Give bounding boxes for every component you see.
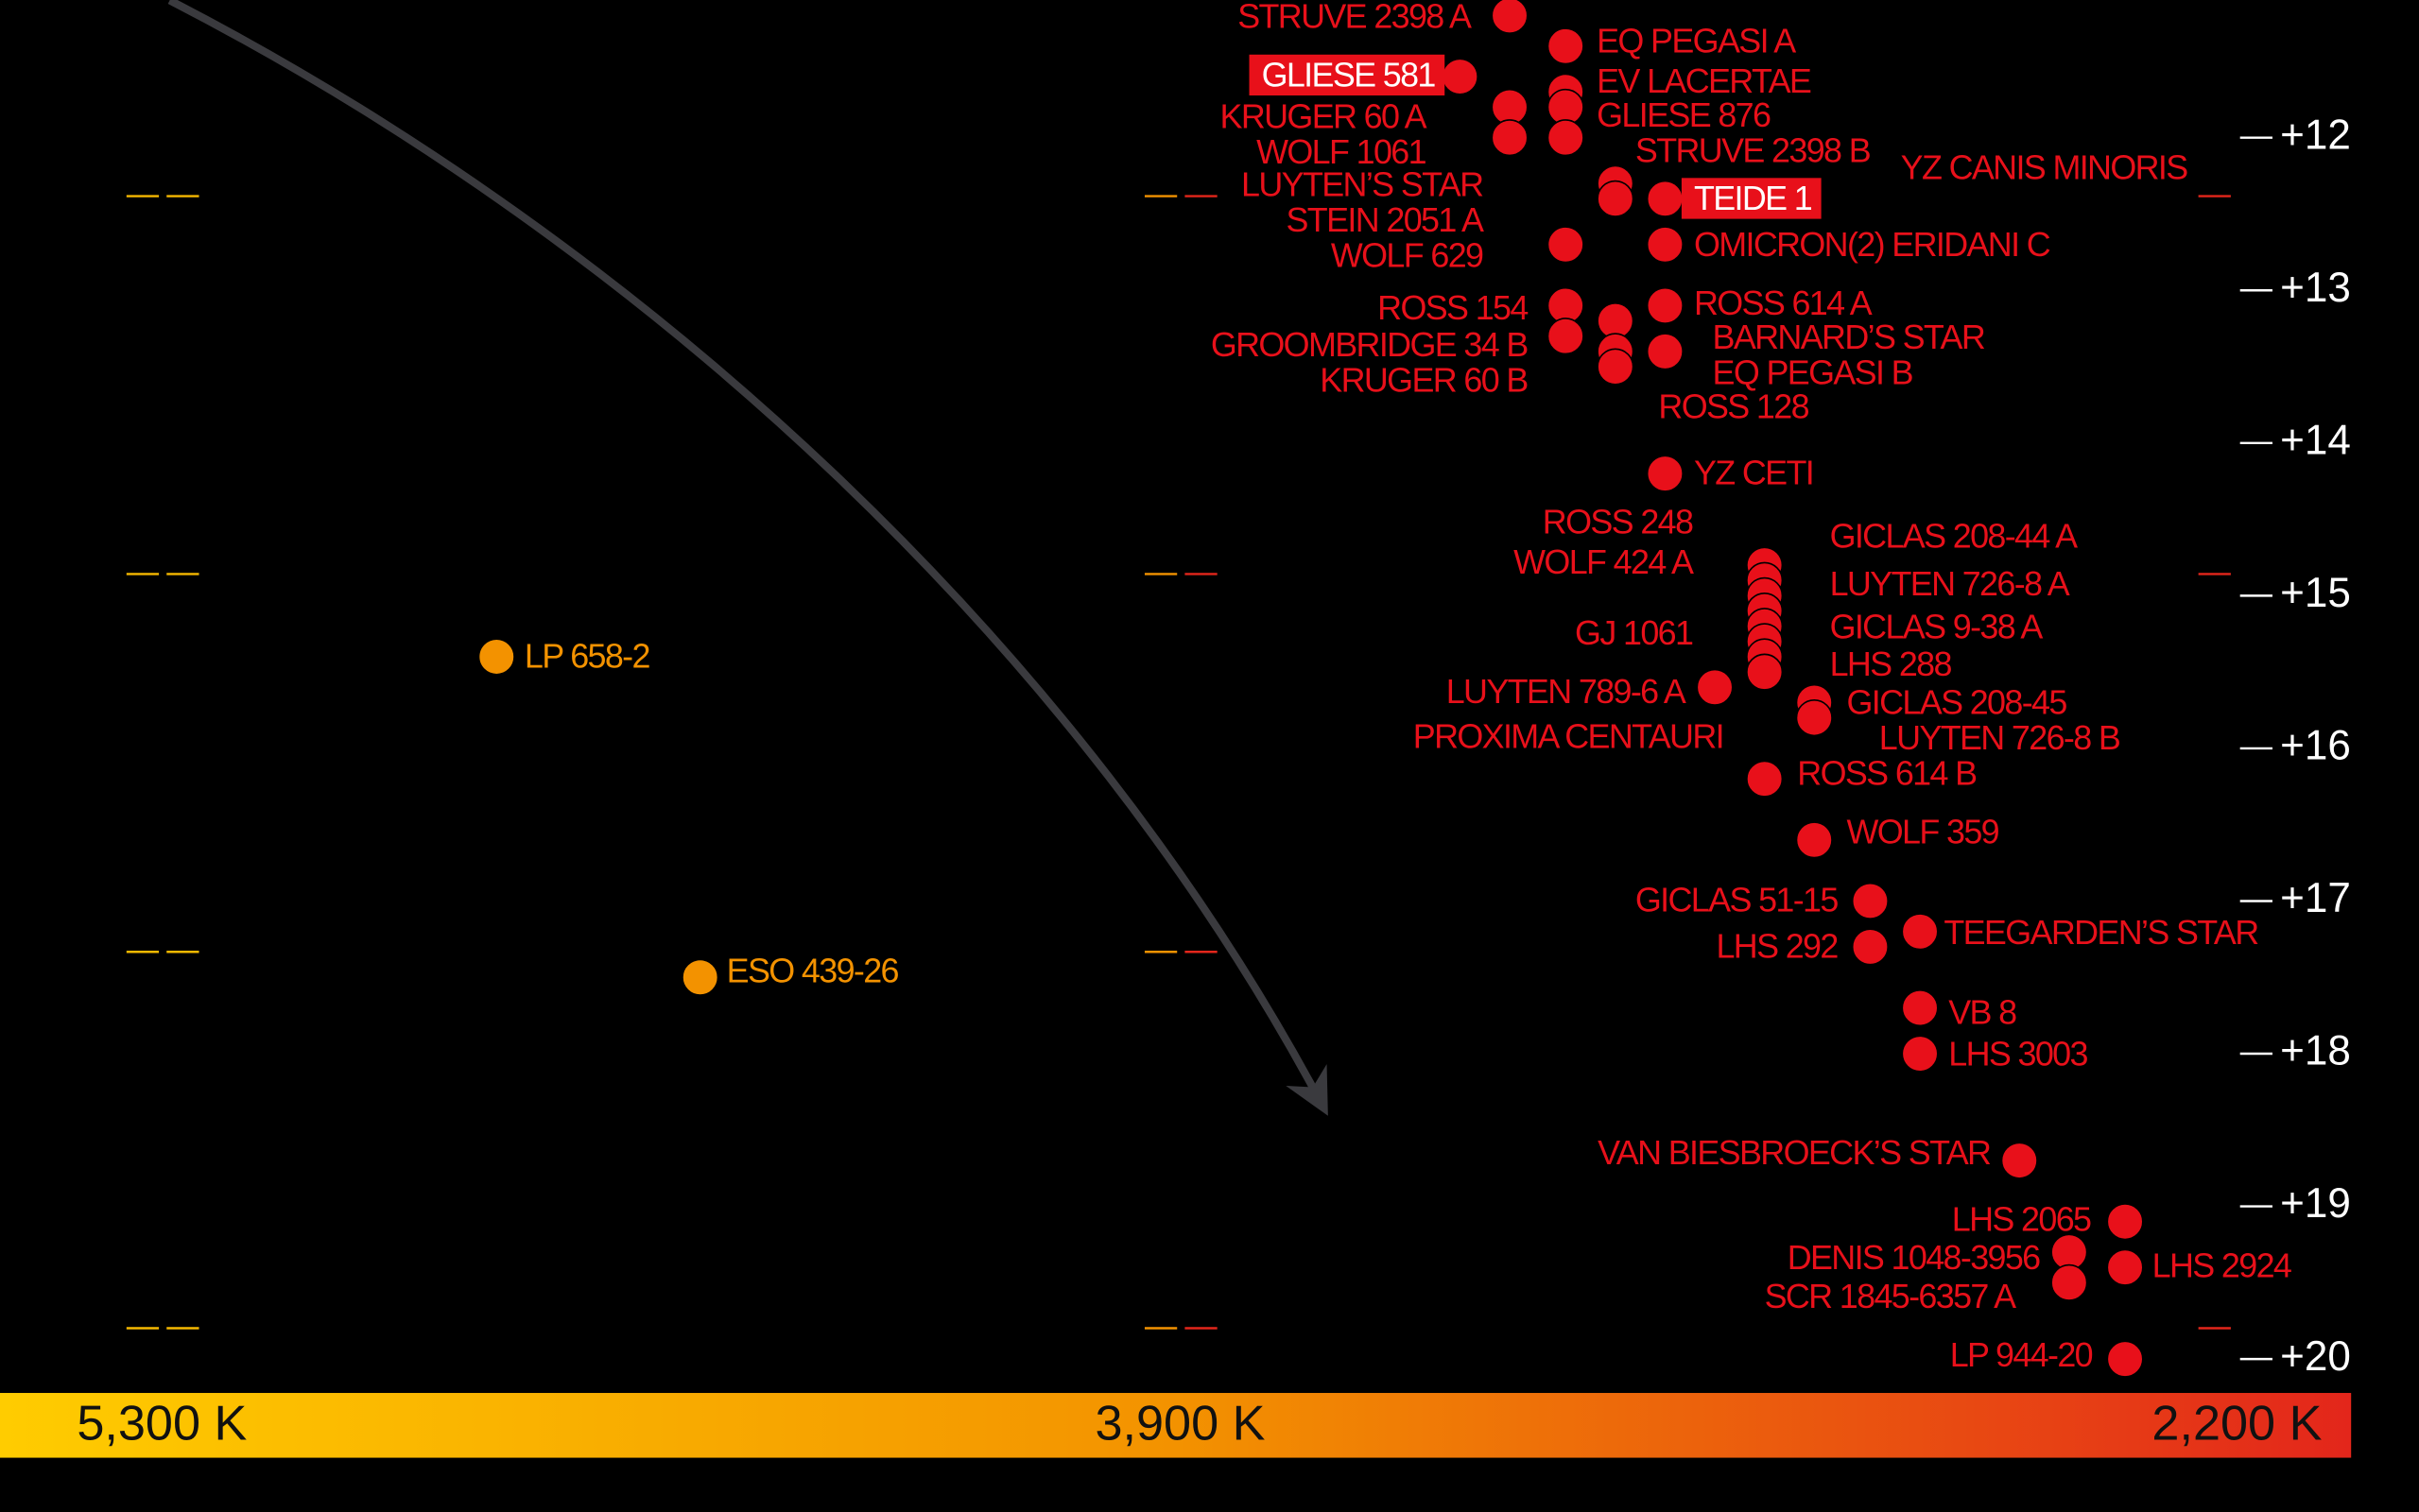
star-label: YZ CANIS MINORIS [1901, 148, 2188, 186]
y-tick-label: +20 [2280, 1333, 2351, 1380]
star-label: STEIN 2051 A [1287, 201, 1485, 239]
star-label: GICLAS 208-45 [1847, 684, 2067, 722]
star-label: DENIS 1048-3956 [1788, 1239, 2040, 1277]
star-label: TEIDE 1 [1694, 180, 1812, 217]
star-dot [1901, 913, 1939, 951]
star-label: EQ PEGASI B [1713, 353, 1913, 391]
star-dot [2000, 1142, 2038, 1179]
star-dot [1646, 180, 1685, 217]
star-dot [1597, 180, 1634, 217]
x-tick-label: 5,300 K [77, 1397, 247, 1452]
star-dot [1546, 226, 1584, 264]
star-dot [2106, 1340, 2144, 1378]
guide-dashes [126, 195, 2231, 1330]
star-label: LUYTEN 789-6 A [1446, 673, 1686, 711]
star-label: GLIESE 581 [1262, 56, 1436, 94]
star-label: EQ PEGASI A [1597, 22, 1796, 60]
star-label: GICLAS 208-44 A [1830, 517, 2079, 555]
star-label: WOLF 629 [1331, 236, 1483, 274]
star-label: GROOMBRIDGE 34 B [1211, 326, 1529, 364]
y-tick-label: +12 [2280, 112, 2351, 158]
star-dot [1901, 1035, 1939, 1073]
y-tick-label: +19 [2280, 1180, 2351, 1227]
star-dot [1597, 348, 1634, 386]
star-dot [1546, 318, 1584, 355]
star-dot [1696, 668, 1734, 706]
star-dot [2106, 1203, 2144, 1241]
y-tick-label: +16 [2280, 723, 2351, 769]
star-dot [2050, 1263, 2088, 1301]
y-tick-label: +17 [2280, 875, 2351, 921]
star-label: LUYTEN 726-8 B [1879, 719, 2120, 757]
star-label: LHS 292 [1716, 927, 1838, 965]
star-label: LUYTEN 726-8 A [1830, 565, 2070, 603]
star-label: BARNARD’S STAR [1713, 318, 1985, 356]
star-dot [1795, 821, 1833, 859]
label-highlight [1681, 178, 1822, 219]
star-dot [1646, 286, 1685, 325]
star-label: GJ 1061 [1575, 614, 1693, 652]
star-dot [1646, 226, 1685, 264]
star-label: GLIESE 876 [1597, 96, 1771, 134]
star-label: TEEGARDEN’S STAR [1944, 914, 2258, 952]
star-label: LUYTEN’S STAR [1241, 165, 1483, 203]
star-label: EV LACERTAE [1597, 62, 1811, 100]
star-label: ROSS 154 [1377, 289, 1528, 327]
trend-arrow [167, 0, 1328, 1116]
star-dot [682, 958, 719, 996]
star-dot [1901, 988, 1939, 1027]
temperature-bar [0, 1393, 2352, 1458]
x-tick-label: 2,200 K [2151, 1397, 2322, 1452]
star-label: ESO 439-26 [727, 953, 899, 990]
y-tick-label: +15 [2280, 570, 2351, 616]
star-label: LHS 2924 [2152, 1246, 2291, 1284]
star-label: WOLF 359 [1847, 814, 1999, 851]
star-dot [1646, 455, 1685, 492]
y-tick-label: +18 [2280, 1028, 2351, 1074]
star-label: GICLAS 9-38 A [1830, 609, 2044, 646]
star-dot [1851, 882, 1890, 920]
star-label: KRUGER 60 A [1220, 97, 1427, 135]
star-dot [1491, 119, 1529, 157]
star-label: ROSS 614 A [1694, 284, 1873, 322]
star-label: LP 658-2 [525, 638, 650, 676]
y-tick-label: +11 [2280, 0, 2347, 6]
star-dot [1746, 653, 1784, 691]
star-dot [1546, 27, 1584, 65]
x-tick-label: 3,900 K [1095, 1397, 1265, 1452]
star-dot [1441, 58, 1478, 95]
star-label: STRUVE 2398 A [1237, 0, 1472, 35]
star-dot [1646, 333, 1685, 370]
star-label: SCR 1845-6357 A [1765, 1278, 2017, 1315]
star-label: VB 8 [1948, 994, 2016, 1032]
star-label: WOLF 1061 [1256, 133, 1425, 171]
star-label: GICLAS 51-15 [1635, 882, 1838, 919]
star-label: ROSS 248 [1543, 504, 1693, 541]
star-dot [477, 638, 515, 676]
star-label: LHS 288 [1830, 645, 1952, 683]
star-dot [1795, 699, 1833, 737]
star-dot [1546, 119, 1584, 157]
star-label: PROXIMA CENTAURI [1413, 718, 1723, 756]
star-dot [1491, 0, 1529, 35]
star-label: VAN BIESBROECK’S STAR [1598, 1134, 1991, 1172]
star-label: ROSS 614 B [1797, 755, 1977, 793]
y-tick-label: +13 [2280, 265, 2351, 311]
star-dot [1746, 760, 1784, 798]
star-label: ROSS 128 [1658, 387, 1808, 425]
star-dot [1851, 928, 1890, 966]
y-tick-label: +14 [2280, 417, 2351, 463]
star-label: LP 944-20 [1950, 1336, 2093, 1374]
star-label: OMICRON(2) ERIDANI C [1694, 226, 2050, 264]
star-label: STRUVE 2398 B [1635, 131, 1871, 169]
label-highlight [1249, 54, 1445, 96]
star-label: LHS 3003 [1948, 1036, 2087, 1074]
star-dot [2106, 1248, 2144, 1286]
star-label: YZ CETI [1694, 454, 1813, 491]
star-label: WOLF 424 A [1513, 543, 1694, 581]
star-label: LHS 2065 [1952, 1200, 2091, 1238]
star-label: KRUGER 60 B [1320, 362, 1528, 400]
